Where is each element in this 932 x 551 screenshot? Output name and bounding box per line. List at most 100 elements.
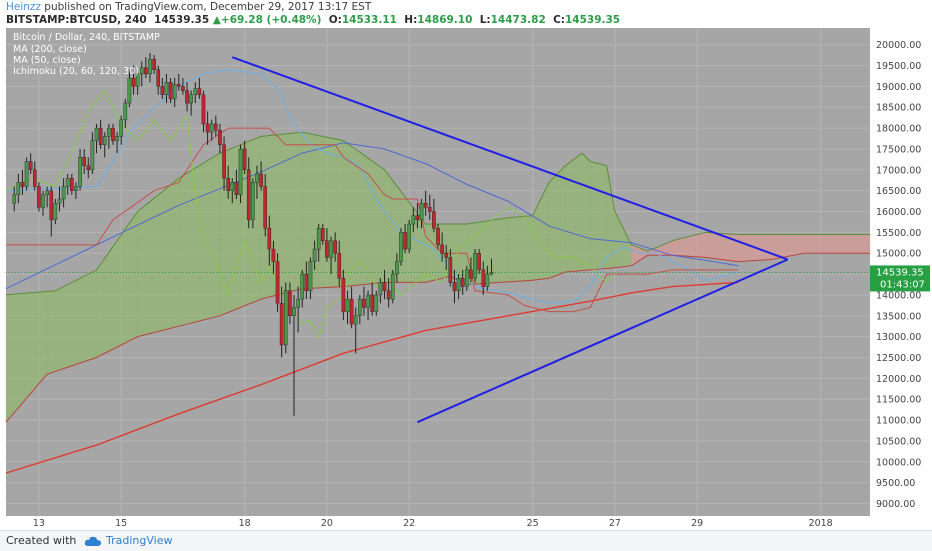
cloud-segment — [565, 152, 583, 273]
price-chart[interactable]: 20000.00 19500.00 19000.00 18500.00 18000.00… — [0, 28, 932, 530]
candle-body — [238, 148, 243, 196]
candle-body — [432, 211, 436, 229]
candle-body — [477, 253, 481, 271]
triangle-line — [231, 56, 789, 261]
candle-body — [197, 88, 202, 95]
candle-body — [349, 298, 354, 325]
candle-body — [423, 202, 428, 208]
cloud-segment — [260, 131, 303, 300]
candle-body — [283, 290, 288, 346]
y-tick-label: 19000.00 — [876, 82, 921, 93]
candle-body — [189, 94, 193, 104]
cloud-segment — [803, 234, 838, 254]
open-value: 14533.11 — [341, 14, 397, 26]
candle-body — [172, 84, 177, 100]
legend-title: Bitcoin / Dollar, 240, BITSTAMP — [13, 32, 160, 43]
close-value: 14539.35 — [564, 14, 621, 26]
y-tick-label: 16500.00 — [876, 186, 921, 197]
candle-body — [312, 248, 317, 262]
y-tick-label: 15500.00 — [876, 228, 921, 239]
candle-body — [288, 290, 292, 316]
legend: Bitcoin / Dollar, 240, BITSTAMP MA (200,… — [13, 32, 160, 77]
candle-body — [234, 182, 239, 196]
candle-body — [473, 253, 477, 279]
candle-body — [362, 298, 366, 308]
ichimoku-cloud — [5, 131, 871, 423]
candle-body — [16, 182, 21, 196]
high-value: 14869.10 — [417, 14, 473, 26]
candle-body — [24, 161, 29, 187]
time-axis[interactable] — [6, 516, 932, 530]
candle-body — [444, 253, 449, 258]
candle-body — [308, 261, 313, 291]
candle-body — [465, 269, 469, 287]
candle-body — [403, 232, 407, 250]
candle-body — [370, 294, 374, 312]
x-tick-label: 18 — [239, 518, 251, 529]
y-tick-label: 10500.00 — [876, 436, 921, 447]
candle-body — [469, 269, 473, 279]
y-tick-label: 10000.00 — [876, 457, 921, 468]
candle-body — [292, 307, 296, 316]
y-tick-label: 19500.00 — [876, 61, 921, 72]
candle-body — [485, 273, 490, 287]
author-link[interactable]: Heinzz — [6, 1, 41, 13]
candle-body — [407, 223, 412, 250]
y-tick-label: 9000.00 — [876, 499, 915, 510]
y-axis-labels: 20000.00 19500.00 19000.00 18500.00 18000.00… — [876, 40, 921, 510]
candle-body — [53, 202, 58, 221]
candle-body — [263, 186, 268, 229]
candle-body — [419, 202, 424, 221]
cloud-segment — [836, 234, 871, 254]
candle-body — [321, 228, 325, 241]
y-tick-label: 13500.00 — [876, 311, 921, 322]
candle-body — [304, 273, 309, 291]
candles — [12, 53, 494, 416]
tradingview-brand[interactable]: TradingView — [84, 534, 172, 547]
candle-body — [341, 278, 346, 312]
y-tick-label: 12500.00 — [876, 353, 921, 364]
candle-body — [107, 127, 111, 137]
y-tick-label: 11500.00 — [876, 395, 921, 406]
candle-body — [378, 282, 383, 296]
x-tick-label: 13 — [33, 518, 45, 529]
price-badge: 14539.35 01:43:07 — [870, 265, 930, 292]
y-tick-label: 16000.00 — [876, 207, 921, 218]
candle-body — [45, 190, 49, 196]
x-tick-label: 27 — [609, 518, 621, 529]
series-line-lagging — [5, 89, 616, 341]
candle-body — [164, 82, 169, 95]
leading-span-b — [5, 252, 870, 423]
candle-body — [333, 240, 337, 254]
legend-ma50: MA (50, close) — [13, 55, 81, 66]
candle-body — [144, 67, 148, 75]
legend-ichimoku: Ichimoku (20, 60, 120, 30) — [13, 66, 139, 77]
triangle-drawing[interactable] — [231, 56, 789, 424]
candle-body — [49, 190, 54, 221]
candle-body — [481, 269, 486, 287]
last-price: 14539.35 — [154, 14, 210, 26]
candle-body — [98, 127, 103, 145]
candle-body — [271, 248, 276, 262]
price-change: +69.28 (+0.48%) — [220, 14, 322, 26]
y-tick-label: 11000.00 — [876, 416, 921, 427]
candle-body — [382, 282, 387, 291]
y-tick-label: 17000.00 — [876, 165, 921, 176]
symbol-label[interactable]: BITSTAMP:BTCUSD, 240 — [6, 14, 147, 26]
candle-body — [90, 140, 95, 171]
candle-body — [329, 240, 333, 258]
candle-body — [57, 198, 62, 204]
candle-body — [399, 232, 403, 262]
candle-body — [135, 73, 140, 87]
candle-body — [176, 84, 181, 87]
candle-body — [41, 194, 45, 208]
candle-body — [395, 261, 399, 275]
cloud-logo-icon — [84, 536, 101, 546]
candle-body — [427, 207, 432, 212]
legend-ma200: MA (200, close) — [13, 44, 87, 55]
x-tick-label: 25 — [527, 518, 539, 529]
triangle-line — [417, 258, 789, 424]
cloud-segment — [46, 290, 56, 375]
candle-body — [119, 119, 123, 137]
created-with-text: Created with — [6, 534, 77, 547]
